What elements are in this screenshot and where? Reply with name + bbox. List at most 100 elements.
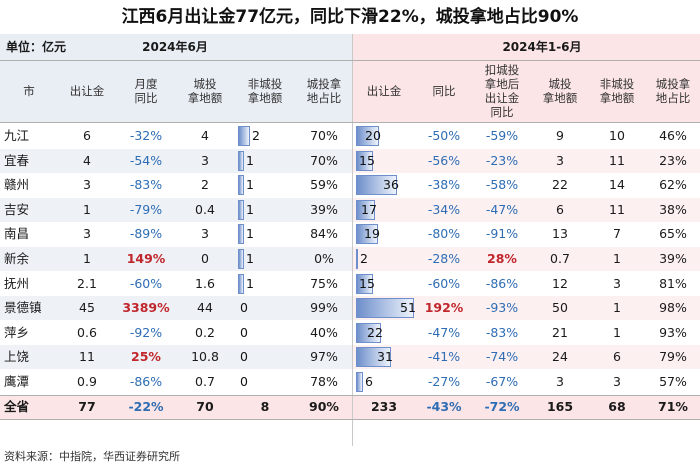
- table-row: 宜春 4 -54% 3 1 70% 15 -56% -23% 3 11 23%: [0, 148, 700, 173]
- cell-m-mom: 25%: [131, 349, 161, 365]
- cell-y-nct: 1: [613, 324, 621, 340]
- cell-y-rev: 233: [370, 398, 398, 414]
- cell-y-ex: -59%: [485, 128, 519, 143]
- cell-m-rev: 0.6: [77, 324, 97, 340]
- cell-m-nct: 1: [246, 177, 254, 193]
- row-bg-right: [352, 345, 700, 370]
- cell-m-mom: -79%: [129, 201, 163, 217]
- cell-y-share: 79%: [659, 349, 687, 365]
- cell-y-rev: 2: [360, 251, 368, 266]
- table-row: 赣州 3 -83% 2 1 59% 36 -38% -58% 22 14 62%: [0, 173, 700, 197]
- rule-line: [0, 419, 700, 421]
- cell-y-rev: 20: [365, 128, 381, 143]
- cell-y-ct: 0.7: [550, 251, 570, 266]
- cell-m-nct: 0: [240, 324, 248, 340]
- cell-m-share: 70%: [310, 128, 338, 143]
- cell-y-ex: 28%: [487, 251, 517, 266]
- header-y-ct: 城投 拿地额: [542, 77, 578, 105]
- cell-y-ex: -93%: [485, 300, 519, 316]
- cell-y-ct: 12: [552, 275, 568, 291]
- table-row: 萍乡 0.6 -92% 0.2 0 40% 22 -47% -83% 21 1 93%: [0, 321, 700, 345]
- cell-m-rev: 0.9: [77, 374, 97, 389]
- header-m-ct: 城投 拿地额: [187, 77, 223, 105]
- data-bar-y-rev: [356, 175, 397, 196]
- header-m-share: 城投拿 地占比: [306, 77, 342, 105]
- cell-y-nct: 7: [613, 226, 621, 242]
- cell-y-yoy: -43%: [426, 398, 462, 414]
- cell-city: 全省: [4, 398, 30, 414]
- data-bar-y-rev: [356, 249, 358, 269]
- cell-m-rev: 77: [78, 398, 96, 414]
- cell-m-nct: 1: [246, 152, 254, 168]
- cell-m-mom: -32%: [129, 128, 163, 143]
- cell-city: 抚州: [4, 275, 30, 291]
- cell-m-share: 39%: [310, 201, 338, 217]
- cell-m-share: 84%: [310, 226, 338, 242]
- cell-m-rev: 11: [79, 349, 95, 365]
- cell-y-yoy: -27%: [427, 374, 461, 389]
- cell-m-ct: 3: [201, 152, 209, 168]
- row-bg-right: [352, 197, 700, 222]
- cell-m-nct: 8: [260, 398, 270, 414]
- cell-m-nct: 0: [240, 349, 248, 365]
- cell-m-rev: 3: [83, 177, 91, 193]
- cell-m-mom: 3389%: [122, 300, 170, 316]
- data-bar-m-nct: [238, 199, 244, 220]
- table-row: 景德镇 45 3389% 44 0 99% 51 192% -93% 50 1 98%: [0, 296, 700, 321]
- cell-y-rev: 17: [361, 201, 377, 217]
- cell-y-yoy: -80%: [427, 226, 461, 242]
- row-bg-left: [0, 197, 352, 222]
- cell-y-nct: 6: [613, 349, 621, 365]
- cell-city: 景德镇: [4, 300, 42, 316]
- row-bg-left: [0, 148, 352, 173]
- cell-y-ex: -47%: [485, 201, 519, 217]
- cell-y-rev: 19: [364, 226, 380, 242]
- row-bg-right: [352, 247, 700, 271]
- data-bar-m-nct: [238, 249, 244, 269]
- cell-y-ct: 6: [556, 201, 564, 217]
- cell-y-ex: -72%: [484, 398, 520, 414]
- cell-y-share: 98%: [659, 300, 687, 316]
- data-bar-m-nct: [238, 126, 250, 146]
- cell-m-share: 99%: [310, 300, 338, 316]
- cell-m-nct: 0: [240, 300, 248, 316]
- left-band: 单位：亿元 2024年6月: [0, 34, 352, 60]
- cell-y-ct: 22: [552, 177, 568, 193]
- cell-y-share: 62%: [659, 177, 687, 193]
- data-bar-m-nct: [238, 175, 244, 196]
- data-bar-y-rev: [356, 126, 379, 146]
- cell-m-nct: 2: [252, 128, 260, 143]
- cell-city: 鹰潭: [4, 374, 30, 389]
- cell-m-rev: 6: [83, 128, 91, 143]
- header-y-yoy: 同比: [432, 84, 456, 98]
- cell-city: 萍乡: [4, 324, 30, 340]
- cell-m-mom: -22%: [128, 398, 164, 414]
- header-m-mom: 月度 同比: [134, 77, 158, 105]
- cell-y-nct: 3: [613, 275, 621, 291]
- table-row: 鹰潭 0.9 -86% 0.7 0 78% 6 -27% -67% 3 3 57%: [0, 370, 700, 394]
- data-bar-y-rev: [356, 347, 391, 368]
- cell-y-ex: -74%: [485, 349, 519, 365]
- cell-m-mom: -86%: [129, 374, 163, 389]
- header-city: 市: [23, 84, 35, 98]
- section-divider: [352, 34, 353, 446]
- total-row-bg: [0, 394, 700, 419]
- cell-y-ex: -58%: [485, 177, 519, 193]
- cell-y-share: 38%: [659, 201, 687, 217]
- cell-y-ct: 3: [556, 374, 564, 389]
- cell-y-yoy: -47%: [427, 324, 461, 340]
- cell-m-nct: 1: [246, 226, 254, 242]
- cell-m-mom: -89%: [129, 226, 163, 242]
- header-m-nct: 非城投 拿地额: [247, 77, 283, 105]
- table-row: 吉安 1 -79% 0.4 1 39% 17 -34% -47% 6 11 38%: [0, 197, 700, 222]
- cell-m-share: 59%: [310, 177, 338, 193]
- cell-y-yoy: -34%: [427, 201, 461, 217]
- cell-y-rev: 36: [383, 177, 399, 193]
- data-bar-y-rev: [356, 273, 373, 294]
- cell-m-share: 75%: [310, 275, 338, 291]
- cell-m-ct: 44: [197, 300, 213, 316]
- cell-y-rev: 15: [359, 275, 375, 291]
- cell-y-nct: 14: [609, 177, 625, 193]
- table-row: 抚州 2.1 -60% 1.6 1 75% 15 -60% -86% 12 3 81%: [0, 272, 700, 296]
- cell-m-ct: 0.2: [195, 324, 215, 340]
